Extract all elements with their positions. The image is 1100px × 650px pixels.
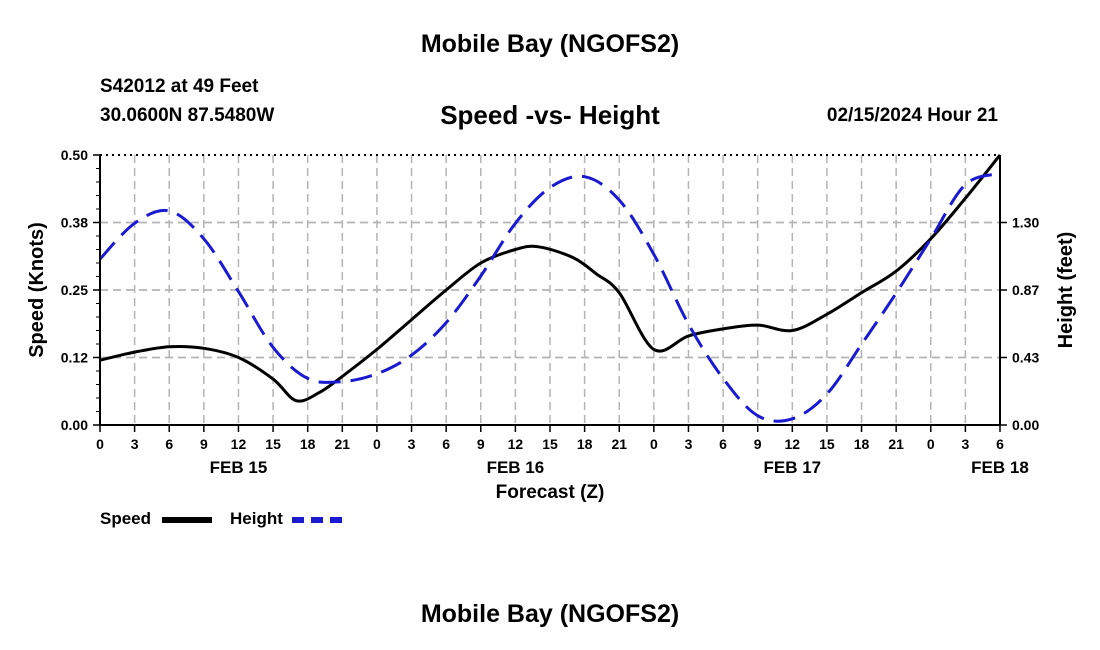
date-label: FEB 17 [763, 458, 821, 477]
x-tick-label: 15 [819, 436, 835, 452]
x-tick-label: 18 [300, 436, 316, 452]
date-label: FEB 18 [971, 458, 1029, 477]
y2-tick-label: 0.87 [1012, 282, 1039, 298]
y-tick-label: 0.38 [61, 215, 88, 231]
date-label: FEB 16 [487, 458, 545, 477]
x-tick-label: 12 [231, 436, 247, 452]
date-label: FEB 15 [210, 458, 268, 477]
x-tick-label: 12 [785, 436, 801, 452]
x-tick-label: 18 [577, 436, 593, 452]
timestamp-label: 02/15/2024 Hour 21 [826, 105, 998, 126]
x-tick-label: 6 [442, 436, 450, 452]
x-tick-label: 3 [961, 436, 969, 452]
x-tick-label: 15 [542, 436, 558, 452]
station-label: S42012 at 49 Feet [100, 76, 259, 97]
x-tick-label: 3 [131, 436, 139, 452]
series-layer [98, 154, 1002, 423]
legend-height-label: Height [230, 509, 283, 528]
y2-tick-label: 1.30 [1012, 215, 1039, 231]
footer-title: Mobile Bay (NGOFS2) [420, 600, 680, 628]
axes-layer: 0 3 6 9 12 15 18 21 0 3 6 9 12 15 18 21 0 3 6 9 12 15 18 21 0 3 60… [61, 147, 1040, 477]
x-tick-label: 0 [927, 436, 935, 452]
legend-height-swatch [292, 517, 342, 523]
x-tick-label: 9 [754, 436, 762, 452]
x-tick-label: 6 [996, 436, 1004, 452]
x-tick-label: 0 [373, 436, 381, 452]
legend-speed-swatch [162, 517, 212, 523]
x-tick-label: 21 [888, 436, 904, 452]
chart-subtitle: Speed -vs- Height [440, 100, 660, 130]
y2-tick-label: 0.00 [1012, 417, 1039, 433]
legend-speed-label: Speed [100, 509, 152, 528]
x-tick-label: 12 [508, 436, 524, 452]
x-tick-label: 0 [650, 436, 658, 452]
series-speed-line [99, 154, 1002, 403]
y-tick-label: 0.25 [61, 282, 88, 298]
x-tick-label: 9 [477, 436, 485, 452]
x-tick-label: 18 [854, 436, 870, 452]
y-axis-label: Speed (Knots) [26, 222, 48, 358]
x-tick-label: 0 [96, 436, 104, 452]
x-tick-label: 6 [165, 436, 173, 452]
x-tick-label: 3 [408, 436, 416, 452]
series-height-line [98, 172, 1001, 423]
y-tick-label: 0.50 [61, 147, 88, 163]
x-tick-label: 6 [719, 436, 727, 452]
y-tick-label: 0.12 [61, 350, 88, 366]
y2-tick-label: 0.43 [1012, 350, 1039, 366]
grid-layer [100, 155, 1000, 425]
y-tick-label: 0.00 [61, 417, 88, 433]
location-label: 30.0600N 87.5480W [100, 105, 275, 126]
x-tick-label: 3 [685, 436, 693, 452]
x-tick-label: 9 [200, 436, 208, 452]
x-tick-label: 21 [611, 436, 627, 452]
x-tick-label: 21 [335, 436, 351, 452]
y2-axis-label: Height (feet) [1055, 232, 1077, 349]
page-title: Mobile Bay (NGOFS2) [420, 30, 680, 58]
x-tick-label: 15 [265, 436, 281, 452]
x-axis-label: Forecast (Z) [495, 482, 605, 503]
